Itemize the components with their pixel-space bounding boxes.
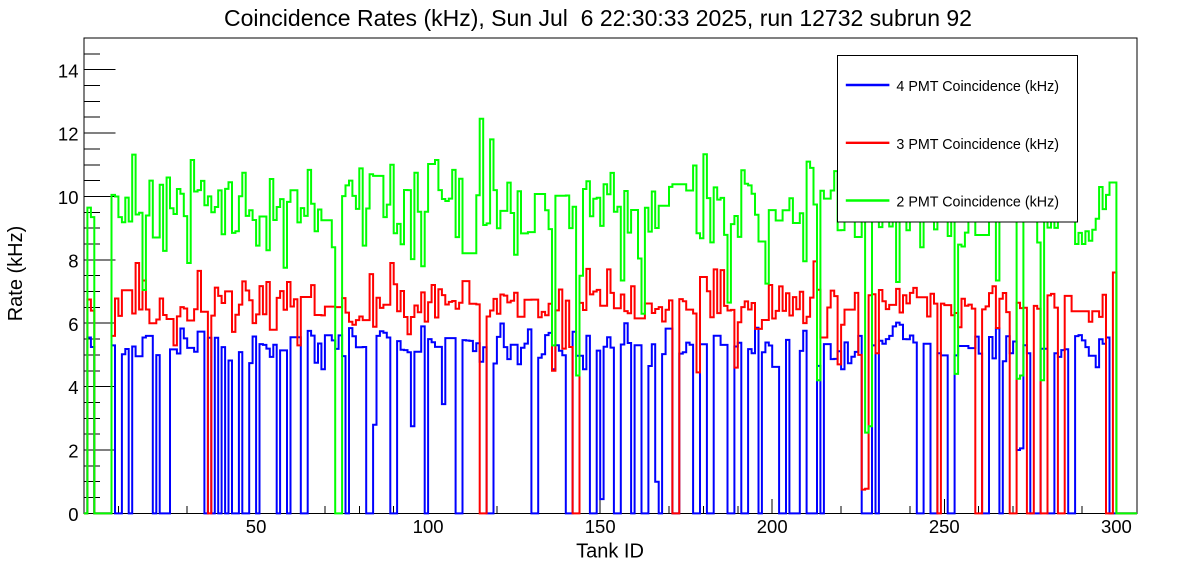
svg-text:150: 150: [585, 516, 616, 537]
svg-text:3 PMT Coincidence (kHz): 3 PMT Coincidence (kHz): [896, 137, 1059, 153]
svg-text:12: 12: [58, 124, 79, 145]
svg-text:Coincidence Rates (kHz), Sun J: Coincidence Rates (kHz), Sun Jul 6 22:30…: [224, 5, 972, 31]
svg-text:2 PMT Coincidence (kHz): 2 PMT Coincidence (kHz): [896, 195, 1059, 211]
svg-text:6: 6: [68, 314, 78, 335]
svg-text:10: 10: [58, 187, 79, 208]
svg-text:Tank ID: Tank ID: [576, 541, 644, 563]
svg-text:4: 4: [68, 377, 78, 398]
svg-text:250: 250: [929, 516, 960, 537]
svg-text:100: 100: [413, 516, 444, 537]
svg-text:4 PMT Coincidence (kHz): 4 PMT Coincidence (kHz): [896, 79, 1059, 95]
svg-text:8: 8: [68, 251, 78, 272]
svg-text:Rate (kHz): Rate (kHz): [5, 226, 27, 322]
svg-text:300: 300: [1101, 516, 1132, 537]
svg-text:200: 200: [757, 516, 788, 537]
svg-text:2: 2: [68, 441, 78, 462]
svg-text:0: 0: [68, 504, 78, 525]
svg-text:14: 14: [58, 60, 79, 81]
svg-text:50: 50: [246, 516, 267, 537]
